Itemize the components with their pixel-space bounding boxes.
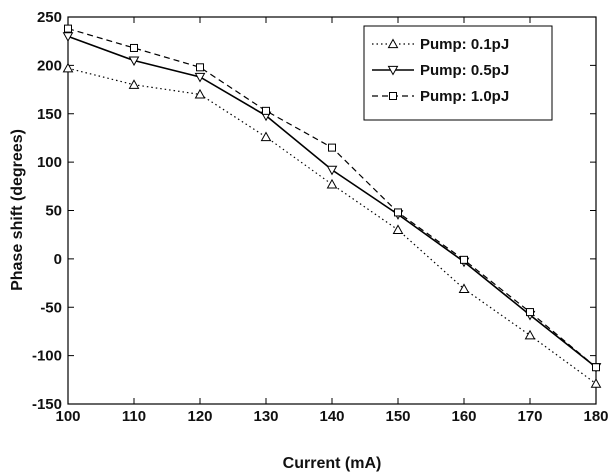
legend-label: Pump: 1.0pJ [420,88,509,105]
data-point [592,363,600,372]
y-tick-label: 0 [54,251,62,268]
y-tick-label: -150 [32,396,62,413]
data-point [326,178,338,189]
y-axis-label: Phase shift (degrees) [9,129,26,291]
x-tick-label: 130 [253,408,278,425]
data-point [130,43,138,52]
x-tick-label: 140 [319,408,344,425]
y-tick-label: 100 [37,154,62,171]
data-point [128,56,140,67]
legend-label: Pump: 0.5pJ [420,62,509,79]
data-point [394,208,402,217]
y-tick-label: 150 [37,106,62,123]
data-point [260,131,272,142]
series-1 [62,62,602,388]
legend-entry: Pump: 1.0pJ [372,88,509,105]
x-tick-label: 160 [451,408,476,425]
data-point [62,32,74,42]
y-tick-label: 200 [37,57,62,74]
data-point [62,62,74,73]
y-tick-label: -50 [40,299,62,316]
data-point [196,63,204,72]
x-tick-label: 150 [385,408,410,425]
legend-label: Pump: 0.1pJ [420,36,509,53]
legend: Pump: 0.1pJ Pump: 0.5pJ Pump: 1.0pJ [363,25,553,121]
x-tick-label: 110 [122,408,146,425]
data-point [64,24,72,33]
legend-marker [389,92,397,100]
data-point [526,308,534,317]
data-point [262,106,270,115]
data-point [458,283,470,293]
series-layer [62,24,602,388]
data-point [328,143,336,152]
x-tick-label: 180 [583,408,608,425]
data-point [128,79,140,89]
x-axis-label: Current (mA) [283,455,382,472]
legend-box [363,25,553,121]
y-tick-label: 250 [37,9,62,26]
legend-entry: Pump: 0.5pJ [372,62,509,79]
legend-marker [387,38,399,49]
axis-ticks: 100 110 120 130 140 150 160 170 180 250 200 150 100 5… [32,9,609,425]
data-point [524,329,536,340]
series-3 [64,24,600,372]
legend-marker [387,65,399,76]
x-tick-label: 170 [517,408,542,425]
data-point [460,255,468,264]
series-line [67,67,597,385]
y-tick-label: 50 [45,203,62,220]
data-point [194,88,206,99]
legend-entry: Pump: 0.1pJ [372,36,509,53]
data-point [590,378,602,388]
x-tick-label: 100 [55,408,80,425]
data-point [392,224,404,234]
x-tick-label: 120 [187,408,212,425]
data-point [194,72,206,83]
data-point [326,165,338,176]
y-tick-label: -100 [32,348,62,365]
